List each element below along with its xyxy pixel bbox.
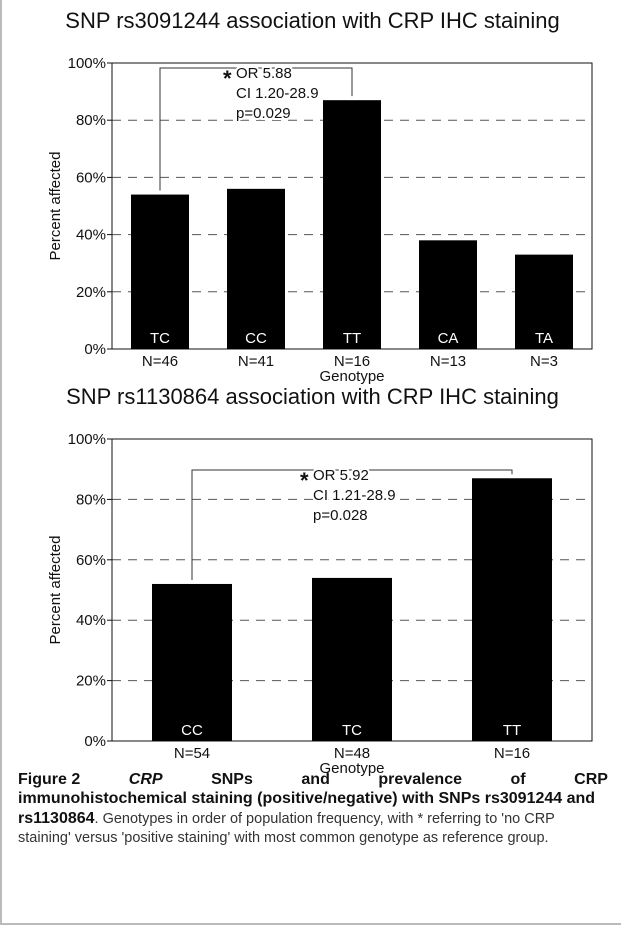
x-axis-title: Genotype	[319, 368, 384, 385]
caption-line-1: Figure 2 CRP SNPs and prevalence of CRP	[18, 770, 608, 789]
bar-ta	[515, 254, 573, 349]
n-label: N=13	[430, 353, 466, 370]
n-label: N=3	[530, 353, 558, 370]
y-tick-label: 20%	[76, 284, 106, 301]
y-tick-label: 100%	[68, 55, 106, 72]
annotation-line: OR 5.88	[236, 65, 292, 82]
y-tick-label: 80%	[76, 112, 106, 129]
caption-word-2: and	[301, 771, 330, 788]
chart-2-rs1130864: 0% 20% 40% 60% 80% 100% CC N=54 TC N=48 TT N=16 Geno…	[47, 431, 593, 777]
significance-asterisk: *	[300, 468, 309, 493]
caption-word-1: SNPs	[211, 771, 253, 788]
bar-label-tt: TT	[503, 722, 521, 739]
y-tick-label: 20%	[76, 673, 106, 690]
y-tick-label: 0%	[84, 341, 106, 358]
bar-label-tc: TC	[150, 330, 170, 347]
annotation-line: CI 1.21-28.9	[313, 487, 396, 504]
significance-bracket	[159, 67, 353, 191]
bar-tt	[323, 100, 381, 350]
bar-tc	[312, 577, 392, 741]
caption-heading-rest: immunohistochemical staining (positive/n…	[18, 790, 596, 827]
y-tick-label: 100%	[68, 431, 106, 448]
significance-asterisk: *	[223, 66, 232, 91]
y-tick-label: 80%	[76, 491, 106, 508]
bar-label-tt: TT	[343, 330, 361, 347]
annotation-line: p=0.028	[313, 507, 368, 524]
caption-body: . Genotypes in order of population frequ…	[18, 811, 555, 846]
annotation-line: OR 5.92	[313, 467, 369, 484]
chart-2-title: SNP rs1130864 association with CRP IHC s…	[66, 384, 559, 409]
bar-label-cc: CC	[245, 330, 267, 347]
y-tick-label: 40%	[76, 227, 106, 244]
bar-label-tc: TC	[342, 722, 362, 739]
y-tick-label: 60%	[76, 169, 106, 186]
y-tick-label: 0%	[84, 733, 106, 750]
y-axis-title: Percent affected	[47, 152, 64, 261]
annotation-line: p=0.029	[236, 105, 291, 122]
bar-tc	[131, 194, 189, 349]
n-label: N=54	[174, 745, 210, 762]
bar-label-ca: CA	[438, 330, 459, 347]
caption-figure-label: Figure 2	[18, 771, 81, 788]
chart-1-rs3091244: 0% 20% 40% 60% 80% 100% TC N=46 CC N=41 TT N=16 CA N=…	[47, 55, 593, 385]
y-tick-label: 60%	[76, 552, 106, 569]
significance-bracket	[191, 469, 513, 580]
annotation-line: CI 1.20-28.9	[236, 85, 319, 102]
bar-cc	[152, 583, 232, 741]
n-label: N=46	[142, 353, 178, 370]
n-label: N=16	[494, 745, 530, 762]
x-axis-title: Genotype	[319, 760, 384, 777]
y-tick-label: 40%	[76, 612, 106, 629]
bar-ca	[419, 240, 477, 349]
bar-cc	[227, 188, 285, 349]
caption-word-4: of	[510, 771, 526, 788]
chart-1-title: SNP rs3091244 association with CRP IHC s…	[65, 8, 560, 33]
n-label: N=48	[334, 745, 370, 762]
figure-caption: Figure 2 CRP SNPs and prevalence of CRP …	[18, 770, 608, 848]
caption-word-3: prevalence	[378, 771, 462, 788]
n-label: N=16	[334, 353, 370, 370]
bar-tt	[472, 478, 552, 741]
bar-label-cc: CC	[181, 722, 203, 739]
n-label: N=41	[238, 353, 274, 370]
caption-word-5: CRP	[574, 771, 608, 788]
caption-gene: CRP	[128, 771, 163, 788]
y-axis-title: Percent affected	[47, 536, 64, 645]
bar-label-ta: TA	[535, 330, 553, 347]
